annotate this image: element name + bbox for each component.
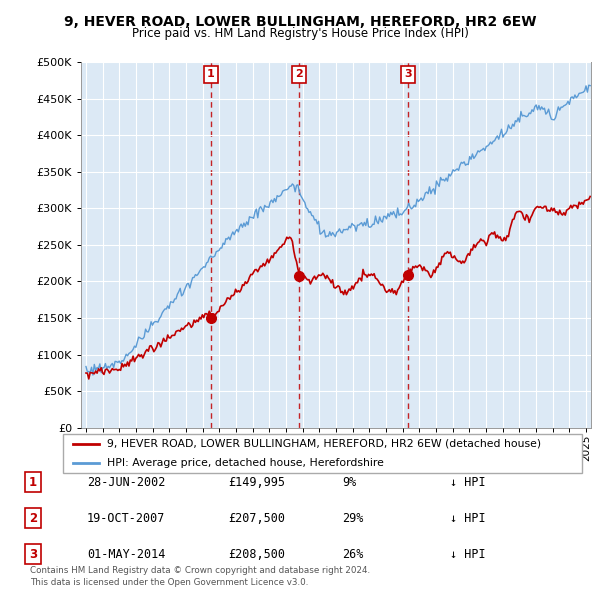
Text: 2: 2	[29, 512, 37, 525]
Text: 1: 1	[29, 476, 37, 489]
Text: £208,500: £208,500	[228, 548, 285, 560]
Text: 2: 2	[295, 69, 303, 79]
Text: ↓ HPI: ↓ HPI	[450, 512, 485, 525]
Text: 26%: 26%	[342, 548, 364, 560]
Text: Contains HM Land Registry data © Crown copyright and database right 2024.: Contains HM Land Registry data © Crown c…	[30, 566, 370, 575]
Text: 29%: 29%	[342, 512, 364, 525]
Text: 3: 3	[404, 69, 412, 79]
Text: 28-JUN-2002: 28-JUN-2002	[87, 476, 166, 489]
Text: 9, HEVER ROAD, LOWER BULLINGHAM, HEREFORD, HR2 6EW: 9, HEVER ROAD, LOWER BULLINGHAM, HEREFOR…	[64, 15, 536, 29]
Text: 19-OCT-2007: 19-OCT-2007	[87, 512, 166, 525]
FancyBboxPatch shape	[62, 434, 583, 473]
Text: £149,995: £149,995	[228, 476, 285, 489]
Text: Price paid vs. HM Land Registry's House Price Index (HPI): Price paid vs. HM Land Registry's House …	[131, 27, 469, 40]
Text: This data is licensed under the Open Government Licence v3.0.: This data is licensed under the Open Gov…	[30, 578, 308, 587]
Text: £207,500: £207,500	[228, 512, 285, 525]
Text: 3: 3	[29, 548, 37, 560]
Text: 9%: 9%	[342, 476, 356, 489]
Text: 9, HEVER ROAD, LOWER BULLINGHAM, HEREFORD, HR2 6EW (detached house): 9, HEVER ROAD, LOWER BULLINGHAM, HEREFOR…	[107, 438, 541, 448]
Text: 01-MAY-2014: 01-MAY-2014	[87, 548, 166, 560]
Text: ↓ HPI: ↓ HPI	[450, 476, 485, 489]
Text: 1: 1	[207, 69, 215, 79]
Text: ↓ HPI: ↓ HPI	[450, 548, 485, 560]
Text: HPI: Average price, detached house, Herefordshire: HPI: Average price, detached house, Here…	[107, 458, 384, 468]
